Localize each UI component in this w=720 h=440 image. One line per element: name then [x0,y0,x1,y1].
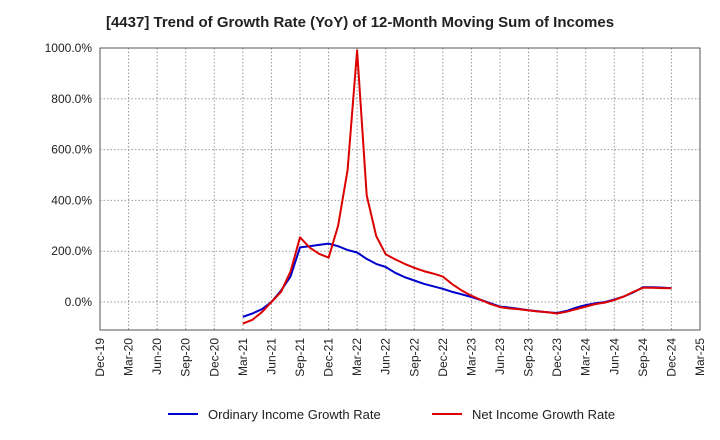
x-tick-label: Dec-22 [436,338,450,377]
x-tick-label: Dec-21 [322,338,336,377]
series-line-net-income [242,49,672,325]
plot-frame [99,47,701,331]
x-tick-label: Dec-23 [550,338,564,377]
legend-label: Net Income Growth Rate [472,407,615,422]
x-tick-label: Dec-19 [93,338,107,377]
y-tick-label: 1000.0% [45,41,93,55]
x-tick-label: Jun-23 [493,338,507,375]
chart-title: [4437] Trend of Growth Rate (YoY) of 12-… [105,14,615,31]
x-tick-label: Sep-20 [179,338,193,377]
y-tick-label: 0.0% [65,295,93,309]
x-tick-label: Mar-24 [579,338,593,376]
x-tick-label: Mar-21 [236,338,250,376]
legend: Ordinary Income Growth Rate Net Income Gr… [168,407,615,422]
legend-label: Ordinary Income Growth Rate [208,407,381,422]
x-tick-label: Mar-22 [350,338,364,376]
axis-layer: 0.0% 200.0% 400.0% 600.0% 800.0% 1000.0% Dec-1… [45,41,707,377]
series-line-ordinary-income [242,242,672,318]
x-tick-label: Sep-21 [293,338,307,377]
grid-layer [99,47,701,330]
y-tick-label: 400.0% [51,193,92,207]
x-tick-label: Jun-24 [607,338,621,375]
x-tick-label: Mar-20 [122,338,136,376]
y-tick-label: 600.0% [51,143,92,157]
y-tick-label: 800.0% [51,92,92,106]
y-tick-label: 200.0% [51,244,92,258]
series-layer [242,49,672,325]
x-tick-label: Sep-24 [636,338,650,377]
x-tick-label: Mar-25 [693,338,707,376]
x-tick-label: Dec-20 [207,338,221,377]
x-tick-label: Jun-21 [264,338,278,375]
x-tick-label: Sep-22 [407,338,421,377]
x-tick-label: Jun-22 [379,338,393,375]
x-tick-label: Dec-24 [664,338,678,377]
x-tick-label: Mar-23 [464,338,478,376]
x-tick-label: Sep-23 [522,338,536,377]
x-tick-label: Jun-20 [150,338,164,375]
